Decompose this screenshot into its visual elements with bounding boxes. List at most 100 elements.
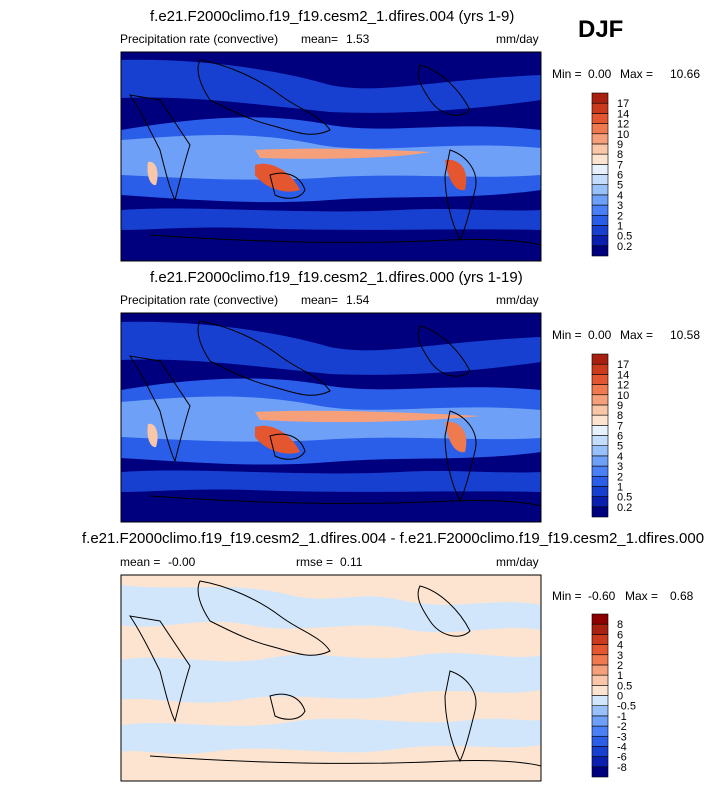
panel3-map-frame: [120, 574, 542, 782]
panel2-south-america-max: [445, 421, 467, 453]
panel1-max-value: 10.66: [670, 67, 701, 81]
panel3-colorbar-box: [591, 756, 609, 768]
panel3-colorbar-box: [591, 735, 609, 747]
panel1-maritime-continent-max: [255, 163, 300, 192]
panel3-colorbar-box: [591, 705, 609, 717]
panel3-negative-band-1: [121, 585, 541, 633]
panel2-colorbar-box: [591, 414, 609, 426]
panel3-mean-value: -0.00: [168, 555, 196, 569]
panel2-colorbar-box: [591, 455, 609, 467]
panel1-colorbar-tick-label: 7: [617, 159, 623, 171]
panel1-coastlines: [128, 59, 542, 246]
panel3-min-label: Min =: [552, 589, 582, 603]
panel3-colorbar-tick-label: 3: [617, 650, 623, 662]
panel2-colorbar-box: [591, 394, 609, 406]
panel3-colorbar-box: [591, 613, 609, 625]
panel2-colorbar-tick-label: 0.5: [617, 492, 632, 504]
panel1-mean-value: 1.53: [346, 32, 370, 46]
panel2-colorbar-tick-label: 8: [617, 410, 623, 422]
panel1-colorbar-box: [591, 184, 609, 196]
panel2-colorbar-box: [591, 353, 609, 365]
panel1-colorbar-tick-label: 6: [617, 170, 623, 182]
panel3-colorbar-box: [591, 674, 609, 686]
panel3-negative-band-2: [121, 652, 541, 703]
panel3-colorbar-tick-label: -4: [617, 741, 627, 753]
panel1-units: mm/day: [496, 32, 539, 46]
panel3-colorbar-box: [591, 715, 609, 727]
panel2-mean-label: mean=: [301, 293, 339, 307]
panel2-colorbar-tick-label: 2: [617, 471, 623, 483]
panel1-colorbar-tick-label: 0.5: [617, 231, 632, 243]
panel2-max-value: 10.58: [670, 328, 701, 342]
panel1-colorbar-tick-label: 14: [617, 108, 629, 120]
panel2-colorbar-tick-label: 14: [617, 369, 629, 381]
panel1-colorbar-box: [591, 225, 609, 236]
panel1-colorbar-box: [591, 245, 609, 257]
panel1-colorbar-tick-label: 10: [617, 129, 629, 141]
panel3-colorbar-tick-label: -0.5: [617, 701, 636, 713]
panel3-max-label: Max =: [625, 589, 659, 603]
panel2-colorbar-tick-label: 3: [617, 461, 623, 473]
panel1-title: f.e21.F2000climo.f19_f19.cesm2_1.dfires.…: [150, 8, 515, 25]
panel1-southern-storm-track: [121, 208, 541, 230]
panel2-colorbar-tick-label: 4: [617, 451, 623, 463]
panel2-colorbar-box: [591, 374, 609, 385]
panel2-itcz: [255, 410, 480, 423]
panel3-coastlines: [128, 580, 542, 767]
panel2-colorbar-tick-label: 6: [617, 431, 623, 443]
panel3-units: mm/day: [496, 555, 539, 569]
panel3-colorbar-tick-label: 0.5: [617, 680, 632, 692]
panel3-colorbar-tick-label: -1: [617, 711, 627, 723]
season-label: DJF: [578, 16, 624, 43]
panel3-colorbar-tick-label: 6: [617, 629, 623, 641]
panel2-colorbar-box: [591, 506, 609, 518]
panel1-colorbar-box: [591, 153, 609, 165]
panel1-colorbar-tick-label: 8: [617, 149, 623, 161]
panel1-itcz: [255, 148, 430, 159]
panel2-colorbar-tick-label: 17: [617, 359, 629, 371]
panel1-min-value: 0.00: [588, 67, 612, 81]
panel2-colorbar-box: [591, 465, 609, 477]
panel1-max-label: Max =: [620, 67, 654, 81]
panel2-africa-max: [147, 423, 158, 448]
panel2-variable: Precipitation rate (convective): [120, 293, 279, 307]
panel3-colorbar-tick-label: -3: [617, 731, 627, 743]
panel3-colorbar-tick-label: 1: [617, 670, 623, 682]
panel3-colorbar-box: [591, 695, 609, 706]
panel3-colorbar-box: [591, 746, 609, 757]
panel1-africa-max: [147, 161, 158, 186]
panel1-variable: Precipitation rate (convective): [120, 32, 279, 46]
panel1-colorbar-tick-label: 12: [617, 119, 629, 131]
panel1-colorbar-tick-label: 0.2: [617, 241, 632, 253]
panel3-colorbar-box: [591, 634, 609, 645]
panel3-colorbar-tick-label: -6: [617, 752, 627, 764]
panel2-colorbar-tick-label: 12: [617, 380, 629, 392]
panel1-min-label: Min =: [552, 67, 582, 81]
panel1-colorbar-tick-label: 17: [617, 98, 629, 110]
panel1-colorbar-box: [591, 204, 609, 216]
panel2-colorbar-box: [591, 435, 609, 446]
panel2-colorbar-tick-label: 10: [617, 390, 629, 402]
panel3-colorbar-tick-label: 2: [617, 660, 623, 672]
panel2-colorbar-box: [591, 486, 609, 497]
panel3-colorbar-box: [591, 685, 609, 696]
panel2-maritime-continent-max: [255, 425, 300, 454]
panel1-colorbar-tick-label: 4: [617, 190, 623, 202]
panel3-rmse-label: rmse =: [296, 555, 334, 569]
panel3-colorbar-box: [591, 654, 609, 666]
panel2-map-frame: [120, 312, 542, 523]
panel2-colorbar-tick-label: 1: [617, 481, 623, 493]
panel2-colorbar-box: [591, 445, 609, 457]
panel1-map-frame: [120, 51, 542, 262]
panel3-map: [121, 575, 541, 781]
panel3-colorbar-box: [591, 623, 609, 635]
panel1-colorbar-tick-label: 9: [617, 139, 623, 151]
panel1-northern-storm-track: [121, 59, 541, 113]
panel2-northern-storm-track: [121, 321, 541, 375]
panel3-min-value: -0.60: [588, 589, 616, 603]
panel3-colorbar-box: [591, 725, 609, 737]
